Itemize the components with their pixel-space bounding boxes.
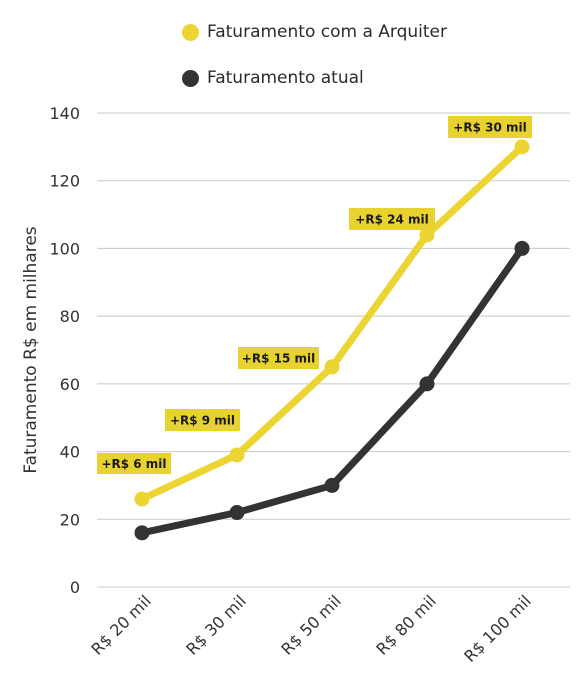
annotation-background <box>349 208 435 230</box>
y-tick-label: 60 <box>60 375 80 394</box>
legend-swatch-arquiter <box>182 23 199 41</box>
annotation-badge: +R$ 30 mil <box>448 116 532 138</box>
annotation-background <box>97 453 171 474</box>
y-tick-label: 20 <box>60 510 80 529</box>
y-tick-label: 100 <box>49 239 80 258</box>
x-tick-label: R$ 80 mil <box>372 591 439 658</box>
data-point <box>514 139 530 155</box>
data-point <box>229 447 245 463</box>
legend-label-arquiter: Faturamento com a Arquiter <box>207 22 448 42</box>
data-point <box>134 525 150 541</box>
legend-item-arquiter: Faturamento com a Arquiter <box>182 22 447 42</box>
x-tick-label: R$ 20 mil <box>87 591 154 658</box>
series-lines <box>134 139 530 541</box>
data-point <box>419 227 435 243</box>
legend-label-atual: Faturamento atual <box>207 68 364 88</box>
y-axis-label: Faturamento R$ em milhares <box>21 226 41 473</box>
annotation-badge: +R$ 6 mil <box>97 453 171 474</box>
y-axis-ticks: 0 20 40 60 80 100 120 140 <box>49 104 80 597</box>
annotation-badge: +R$ 9 mil <box>165 409 240 431</box>
y-tick-label: 40 <box>60 443 80 462</box>
x-axis-ticks: R$ 20 mil R$ 30 mil R$ 50 mil R$ 80 mil R$ 1… <box>87 591 534 666</box>
annotation-background <box>165 409 240 431</box>
x-tick-label: R$ 100 mil <box>460 591 535 666</box>
annotation-background <box>238 347 319 369</box>
x-tick-label: R$ 50 mil <box>277 591 344 658</box>
annotation-label: +R$ 9 mil <box>170 414 235 428</box>
data-point <box>514 240 530 256</box>
legend-item-atual: Faturamento atual <box>182 68 364 88</box>
series-line-0 <box>138 143 526 503</box>
data-point <box>134 491 150 507</box>
annotations: +R$ 6 mil +R$ 9 mil +R$ 15 mil +R$ 24 mil +R… <box>97 116 532 474</box>
annotation-background <box>448 116 532 138</box>
y-tick-label: 120 <box>49 172 80 191</box>
x-tick-label: R$ 30 mil <box>182 591 249 658</box>
data-point <box>324 477 340 493</box>
data-point <box>419 376 435 392</box>
annotation-badge: +R$ 15 mil <box>238 347 319 369</box>
y-tick-label: 80 <box>60 307 80 326</box>
annotation-label: +R$ 24 mil <box>355 213 428 227</box>
annotation-label: +R$ 15 mil <box>242 352 315 366</box>
legend-swatch-atual <box>182 69 199 87</box>
data-point <box>229 505 245 521</box>
y-tick-label: 0 <box>70 578 80 597</box>
annotation-label: +R$ 30 mil <box>453 121 526 135</box>
y-tick-label: 140 <box>49 104 80 123</box>
data-point <box>324 359 340 375</box>
annotation-badge: +R$ 24 mil <box>349 208 435 230</box>
grid-lines <box>97 112 570 588</box>
annotation-label: +R$ 6 mil <box>101 457 166 471</box>
